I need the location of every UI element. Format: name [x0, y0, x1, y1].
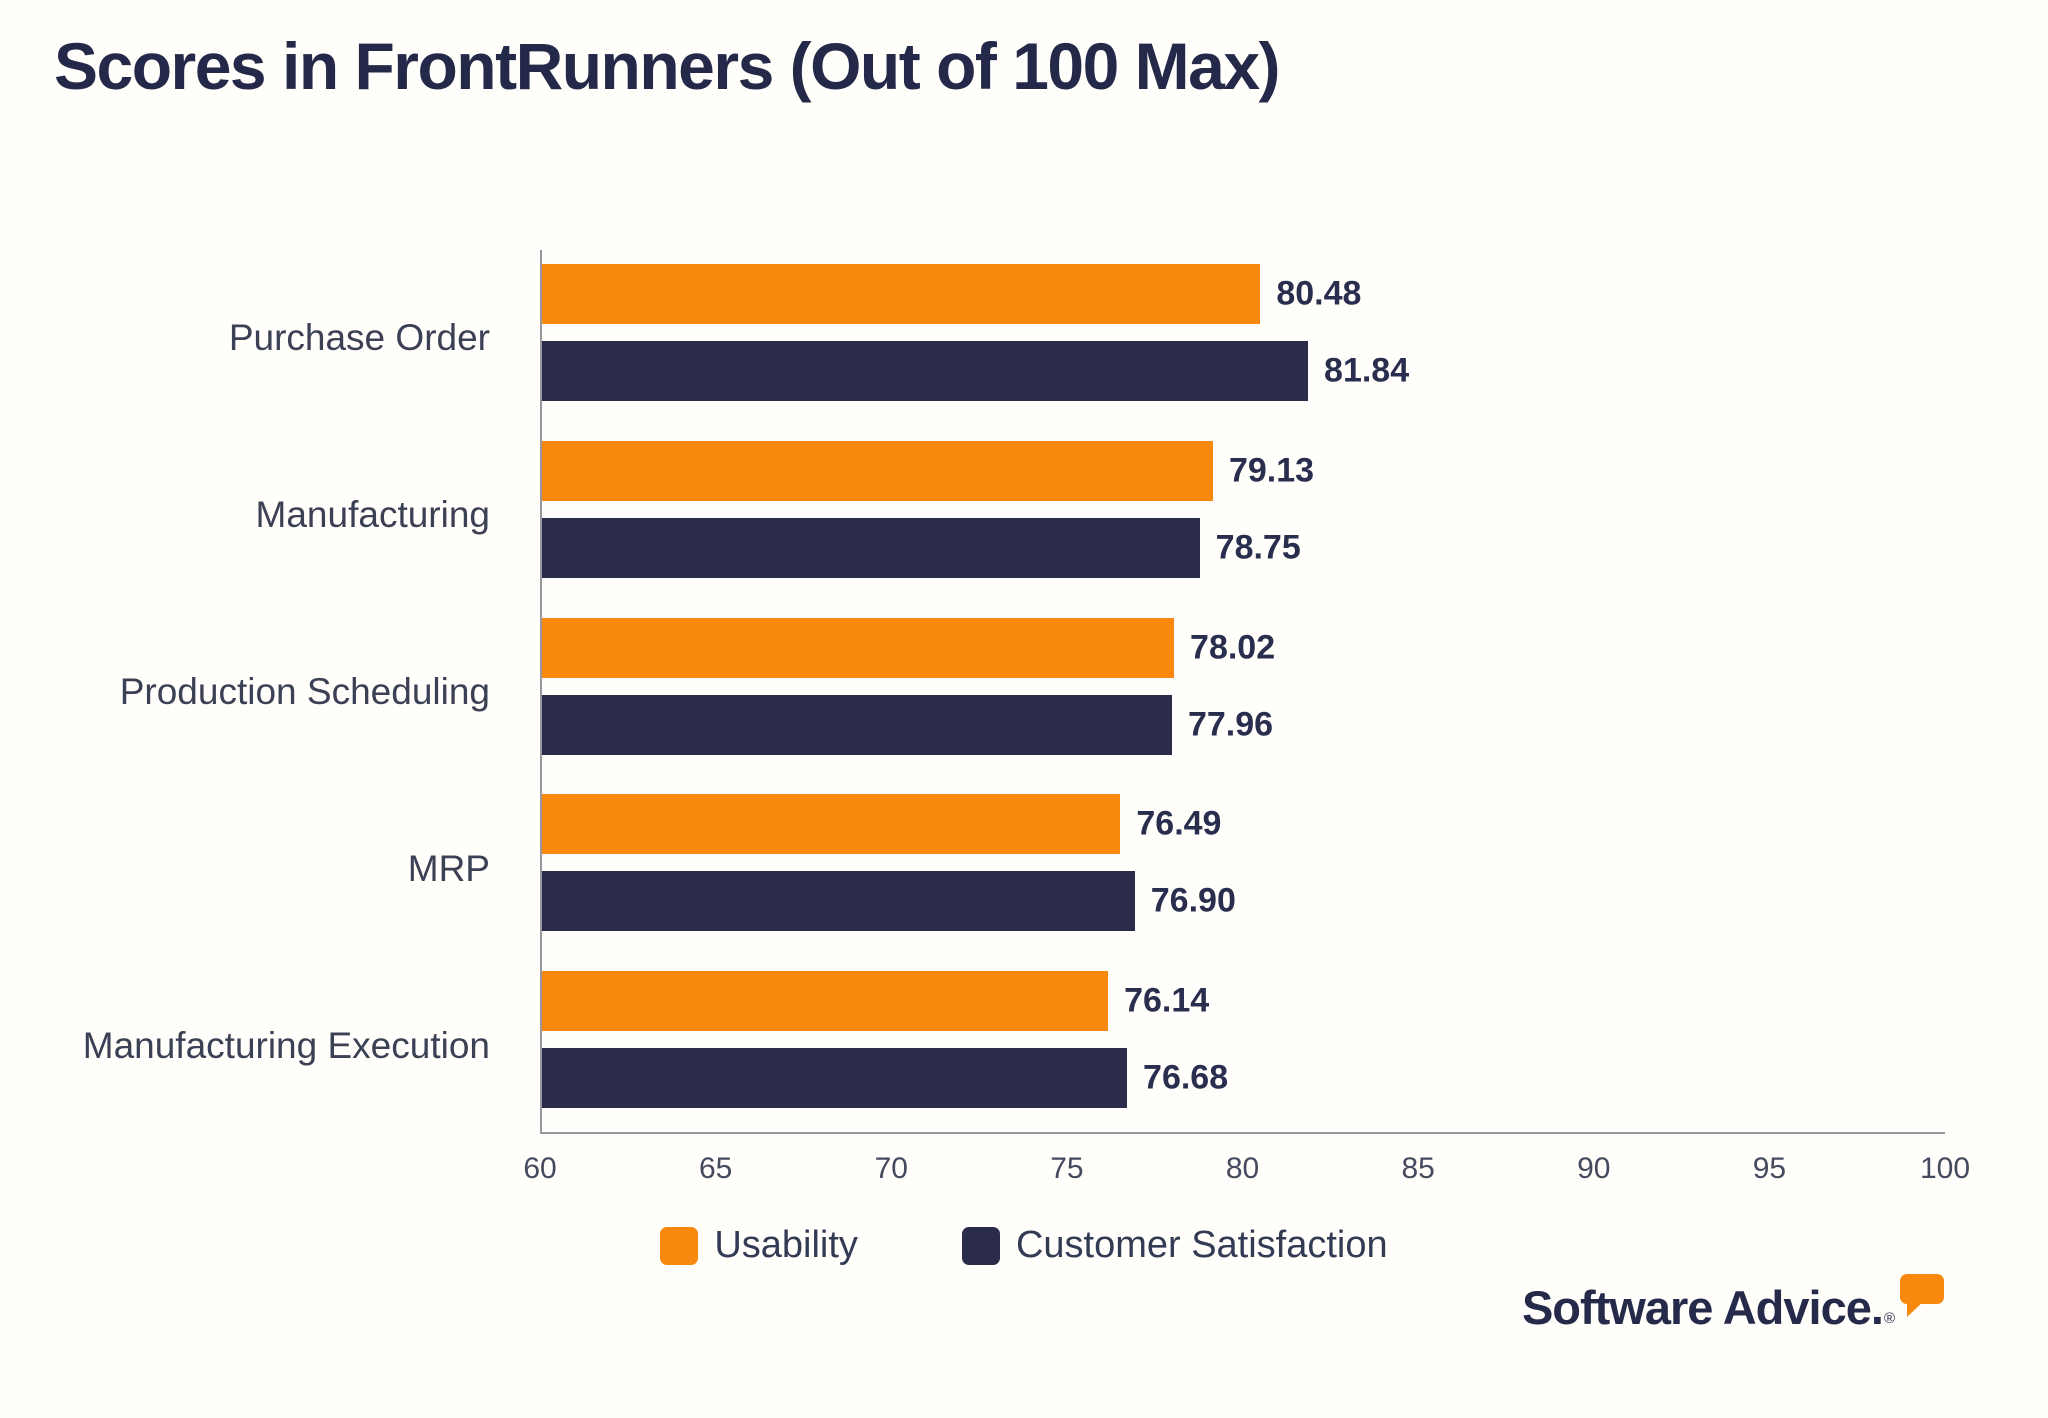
legend-item-usability: Usability — [660, 1224, 858, 1267]
x-tick-label-75: 75 — [1050, 1152, 1084, 1185]
bar-usability-mrp: 76.49 — [542, 794, 1221, 855]
category-label-manufacturing: Manufacturing — [255, 494, 490, 536]
bar-value-label-usability-purchase-order: 80.48 — [1276, 274, 1362, 313]
legend-label-usability: Usability — [714, 1224, 858, 1266]
x-tick-label-70: 70 — [874, 1152, 908, 1185]
bar-value-label-customer-satisfaction-manufacturing: 78.75 — [1215, 528, 1301, 567]
x-tick-label-85: 85 — [1401, 1152, 1435, 1185]
category-label-manufacturing-execution: Manufacturing Execution — [82, 1024, 490, 1066]
bar-value-label-usability-manufacturing: 79.13 — [1228, 451, 1315, 490]
speech-bubble-icon — [1900, 1274, 1944, 1317]
bar-value-label-usability-manufacturing-execution: 76.14 — [1124, 981, 1210, 1020]
legend-swatch-customer-satisfaction-icon — [961, 1226, 1000, 1265]
bar-usability-manufacturing: 79.13 — [542, 440, 1314, 501]
bar-value-label-customer-satisfaction-manufacturing-execution: 76.68 — [1143, 1058, 1229, 1097]
legend: Usability Customer Satisfaction — [0, 1224, 2048, 1267]
bar-value-label-usability-mrp: 76.49 — [1136, 804, 1222, 843]
bar-customer-satisfaction-manufacturing-execution: 76.68 — [542, 1048, 1228, 1109]
bar-customer-satisfaction-purchase-order: 81.84 — [542, 341, 1409, 401]
legend-item-customer-satisfaction: Customer Satisfaction — [961, 1224, 1388, 1267]
x-tick-label-60: 60 — [523, 1152, 557, 1185]
software-advice-logo-text: Software Advice. — [1521, 1281, 1884, 1334]
category-label-purchase-order: Purchase Order — [228, 317, 490, 359]
bar-customer-satisfaction-production-scheduling: 77.96 — [542, 694, 1273, 755]
x-tick-label-95: 95 — [1752, 1152, 1787, 1185]
category-label-mrp: MRP — [407, 847, 490, 889]
bar-customer-satisfaction-mrp: 76.90 — [542, 871, 1236, 932]
x-axis: 60 65 70 75 80 85 90 95 100 — [523, 1152, 1970, 1192]
bar-usability-manufacturing-execution: 76.14 — [542, 971, 1209, 1032]
software-advice-logo: Software Advice. ® — [1521, 1274, 1945, 1334]
x-tick-label-65: 65 — [698, 1152, 733, 1185]
bar-customer-satisfaction-manufacturing: 78.75 — [542, 517, 1301, 578]
category-axis: Purchase Order Manufacturing Production Sc… — [0, 250, 516, 1134]
legend-swatch-usability-icon — [660, 1226, 699, 1265]
x-tick-label-80: 80 — [1225, 1152, 1260, 1185]
bar-value-label-customer-satisfaction-production-scheduling: 77.96 — [1187, 705, 1274, 744]
bar-value-label-customer-satisfaction-mrp: 76.90 — [1150, 881, 1236, 920]
plot-area: 80.48 81.84 79.13 78.75 78.02 77.96 76.49 76.90… — [540, 250, 1945, 1134]
legend-label-customer-satisfaction: Customer Satisfaction — [1015, 1224, 1388, 1266]
bar-usability-production-scheduling: 78.02 — [542, 617, 1275, 678]
bar-value-label-customer-satisfaction-purchase-order: 81.84 — [1324, 351, 1410, 390]
x-tick-label-90: 90 — [1577, 1152, 1611, 1185]
registered-trademark-icon: ® — [1883, 1310, 1895, 1327]
category-label-production-scheduling: Production Scheduling — [119, 670, 490, 712]
x-tick-label-100: 100 — [1919, 1152, 1971, 1185]
bar-value-label-usability-production-scheduling: 78.02 — [1190, 628, 1276, 667]
chart-title: Scores in FrontRunners (Out of 100 Max) — [54, 29, 1281, 103]
bar-usability-purchase-order: 80.48 — [542, 264, 1361, 324]
